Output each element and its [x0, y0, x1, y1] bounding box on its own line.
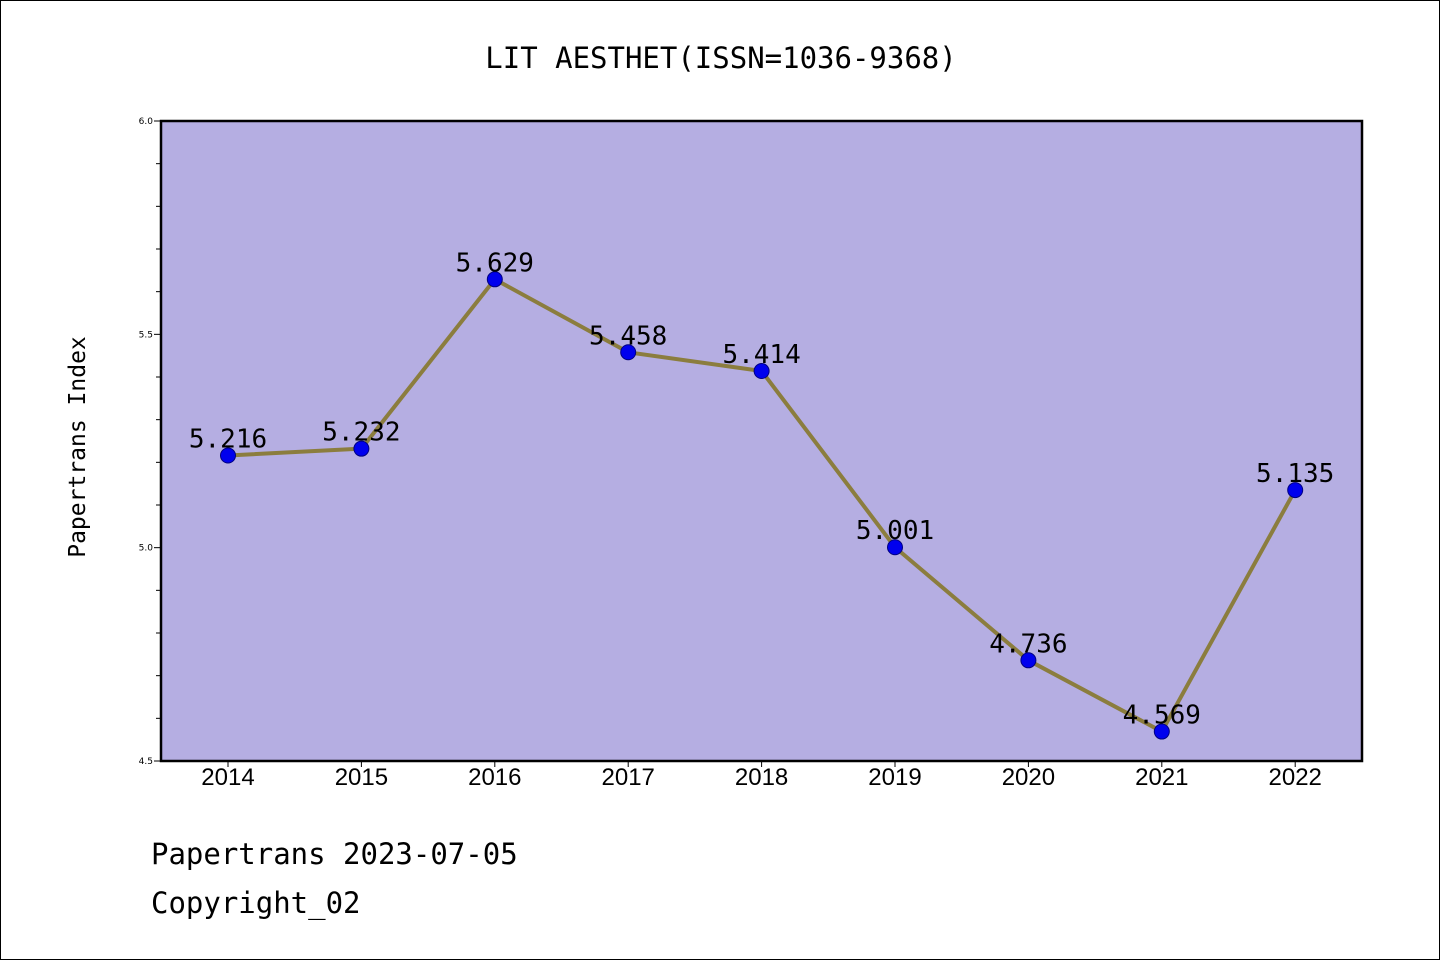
- data-point: [620, 344, 637, 361]
- y-axis-label: Papertrans Index: [65, 336, 91, 558]
- data-label: 4.736: [989, 629, 1067, 659]
- data-point: [753, 363, 770, 380]
- series-layer: [220, 271, 1304, 740]
- footer-copyright: Copyright_02: [151, 886, 361, 920]
- data-point: [887, 539, 903, 556]
- x-tick-label: 2015: [335, 764, 388, 791]
- plot-frame: [159, 119, 1364, 763]
- x-tick-label: 2018: [735, 764, 788, 791]
- data-point: [220, 447, 236, 464]
- y-tick-label: 6.0: [139, 117, 154, 127]
- footer-date: Papertrans 2023-07-05: [151, 837, 518, 871]
- x-tick-label: 2016: [468, 764, 521, 791]
- data-point: [353, 440, 370, 457]
- data-point: [1020, 652, 1037, 669]
- data-labels-layer: 5.216 5.232 5.629 5.458 5.414 5.001 4.736 4.569…: [189, 248, 1334, 730]
- y-tick-label: 5.0: [139, 544, 154, 554]
- x-tick-label: 2019: [868, 764, 921, 791]
- y-tick-label: 5.5: [139, 330, 153, 340]
- x-axis-ticks: 2014 2015 2016 2017 2018 2019 2020 2021 2022: [201, 761, 1322, 791]
- data-label: 5.135: [1256, 459, 1334, 489]
- data-label: 5.232: [322, 418, 400, 448]
- y-tick-label: 4.5: [139, 757, 153, 767]
- data-label: 5.629: [456, 248, 534, 278]
- y-axis-ticks: 4.5 5.0 5.5 6.0: [139, 117, 161, 767]
- x-tick-label: 2020: [1002, 764, 1055, 791]
- x-tick-label: 2022: [1269, 764, 1322, 791]
- x-tick-label: 2021: [1135, 764, 1188, 791]
- data-label: 4.569: [1123, 701, 1201, 731]
- data-label: 5.414: [722, 340, 800, 370]
- data-point: [1287, 482, 1304, 499]
- data-label: 5.001: [856, 516, 934, 546]
- data-label: 5.216: [189, 425, 267, 455]
- data-point: [486, 271, 503, 288]
- x-tick-label: 2017: [602, 764, 655, 791]
- data-point: [1153, 723, 1170, 740]
- chart-title: LIT AESTHET(ISSN=1036-9368): [485, 41, 956, 75]
- data-label: 5.458: [589, 321, 667, 351]
- x-tick-label: 2014: [201, 764, 254, 791]
